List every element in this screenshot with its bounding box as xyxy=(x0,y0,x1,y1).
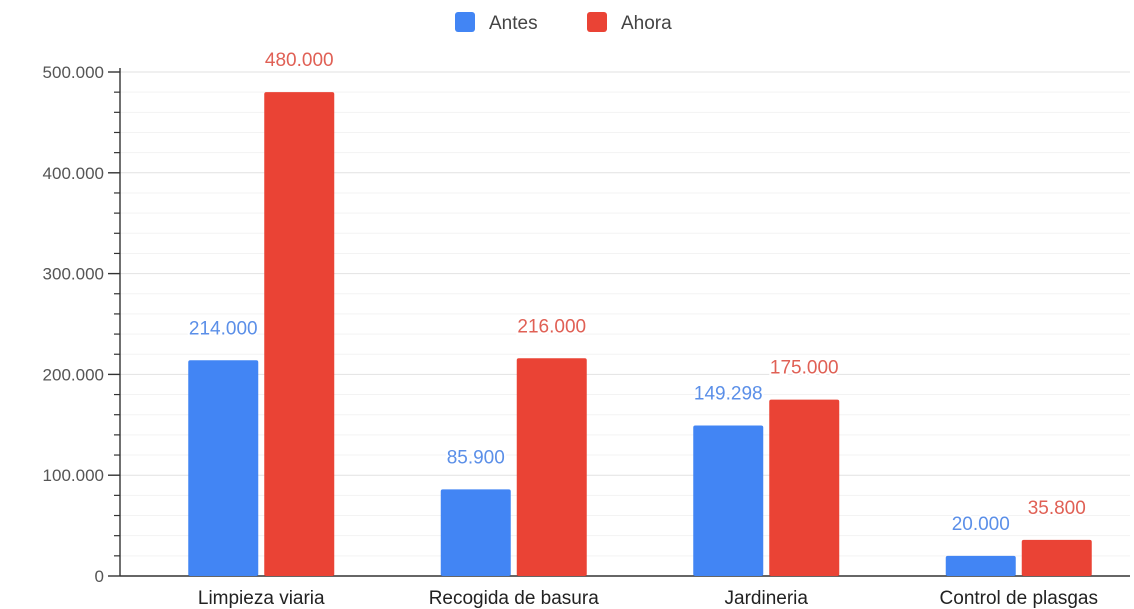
y-tick-label: 300.000 xyxy=(43,265,104,284)
legend[interactable]: Antes Ahora xyxy=(455,12,672,34)
x-tick-label: Control de plasgas xyxy=(940,588,1098,609)
y-tick-label: 500.000 xyxy=(43,63,104,82)
bar-antes xyxy=(693,425,764,576)
value-labels: 214.000 480.000 85.900 216.000 149.298 175.00… xyxy=(187,48,1088,537)
category-labels: Limpieza viaria Recogida de basura Jardine… xyxy=(198,588,1098,609)
data-label: 214.000 xyxy=(189,318,258,339)
bar-antes xyxy=(945,555,1016,576)
bar-ahora xyxy=(516,358,587,576)
data-label: 175.000 xyxy=(770,358,839,379)
legend-swatch xyxy=(587,12,607,32)
x-tick-label: Limpieza viaria xyxy=(198,588,325,609)
legend-label: Ahora xyxy=(621,13,672,34)
y-axis: 0 100.000 200.000 300.000 400.000 500.000 xyxy=(43,63,1130,586)
data-label: 149.298 xyxy=(694,384,763,405)
data-label: 20.000 xyxy=(952,514,1010,535)
legend-item-ahora[interactable]: Ahora xyxy=(587,12,672,34)
legend-swatch xyxy=(455,12,475,32)
bar-ahora xyxy=(1021,539,1092,576)
bar-ahora xyxy=(769,399,840,576)
data-label: 216.000 xyxy=(517,316,586,337)
y-tick-label: 400.000 xyxy=(43,164,104,183)
bar-antes xyxy=(188,360,259,576)
y-tick-label: 100.000 xyxy=(43,466,104,485)
x-tick-label: Recogida de basura xyxy=(429,588,599,609)
legend-label: Antes xyxy=(489,13,538,34)
bar-antes xyxy=(440,489,511,576)
bars xyxy=(188,92,1092,576)
data-label: 35.800 xyxy=(1028,498,1086,519)
data-label: 85.900 xyxy=(447,447,505,468)
x-tick-label: Jardineria xyxy=(725,588,809,609)
legend-item-antes[interactable]: Antes xyxy=(455,12,538,34)
y-tick-label: 200.000 xyxy=(43,365,104,384)
y-tick-label: 0 xyxy=(95,567,104,586)
data-label: 480.000 xyxy=(265,50,334,71)
bar-ahora xyxy=(264,92,335,576)
